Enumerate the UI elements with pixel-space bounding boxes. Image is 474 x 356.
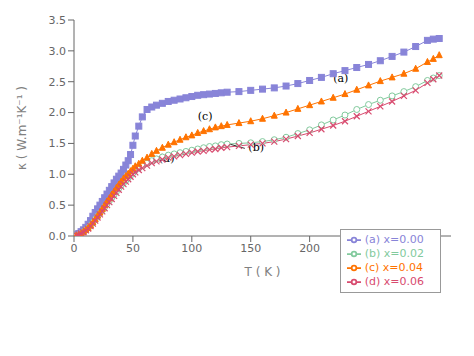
svg-text:0.0: 0.0 xyxy=(49,230,67,243)
svg-text:200: 200 xyxy=(299,242,320,255)
svg-text:κ ( W.m⁻¹K⁻¹ ): κ ( W.m⁻¹K⁻¹ ) xyxy=(15,86,29,170)
svg-text:0.5: 0.5 xyxy=(49,199,67,212)
svg-text:50: 50 xyxy=(126,242,140,255)
svg-text:100: 100 xyxy=(181,242,202,255)
svg-text:2.0: 2.0 xyxy=(49,106,67,119)
svg-text:1.5: 1.5 xyxy=(49,137,67,150)
svg-text:3.5: 3.5 xyxy=(49,14,67,27)
svg-text:(c): (c) xyxy=(198,110,213,123)
svg-text:2.5: 2.5 xyxy=(49,76,67,89)
svg-text:3.0: 3.0 xyxy=(49,45,67,58)
svg-text:0: 0 xyxy=(71,242,78,255)
svg-text:T ( K ): T ( K ) xyxy=(243,265,280,279)
svg-text:150: 150 xyxy=(240,242,261,255)
svg-text:1.0: 1.0 xyxy=(49,168,67,181)
svg-text:300: 300 xyxy=(417,242,438,255)
svg-text:250: 250 xyxy=(358,242,379,255)
